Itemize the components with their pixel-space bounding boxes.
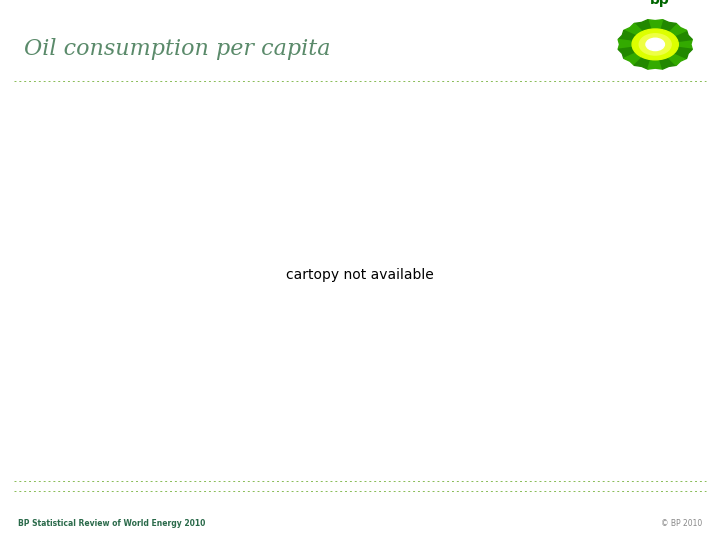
Polygon shape bbox=[618, 30, 655, 44]
Polygon shape bbox=[655, 44, 692, 58]
Polygon shape bbox=[655, 39, 692, 49]
Polygon shape bbox=[655, 44, 687, 65]
Polygon shape bbox=[618, 44, 655, 58]
Polygon shape bbox=[655, 23, 687, 44]
Polygon shape bbox=[624, 23, 655, 44]
Text: Oil consumption per capita: Oil consumption per capita bbox=[24, 38, 330, 60]
Text: © BP 2010: © BP 2010 bbox=[661, 519, 702, 529]
Circle shape bbox=[639, 34, 671, 55]
Text: BP Statistical Review of World Energy 2010: BP Statistical Review of World Energy 20… bbox=[18, 519, 205, 529]
Polygon shape bbox=[655, 44, 676, 69]
Text: cartopy not available: cartopy not available bbox=[286, 268, 434, 282]
Polygon shape bbox=[618, 39, 655, 49]
Polygon shape bbox=[634, 19, 655, 44]
Circle shape bbox=[632, 29, 678, 60]
Polygon shape bbox=[648, 19, 662, 44]
Polygon shape bbox=[655, 30, 692, 44]
Polygon shape bbox=[648, 44, 662, 69]
Text: bp: bp bbox=[650, 0, 670, 7]
Polygon shape bbox=[634, 44, 655, 69]
Polygon shape bbox=[624, 44, 655, 65]
Circle shape bbox=[646, 38, 665, 51]
Polygon shape bbox=[655, 19, 676, 44]
